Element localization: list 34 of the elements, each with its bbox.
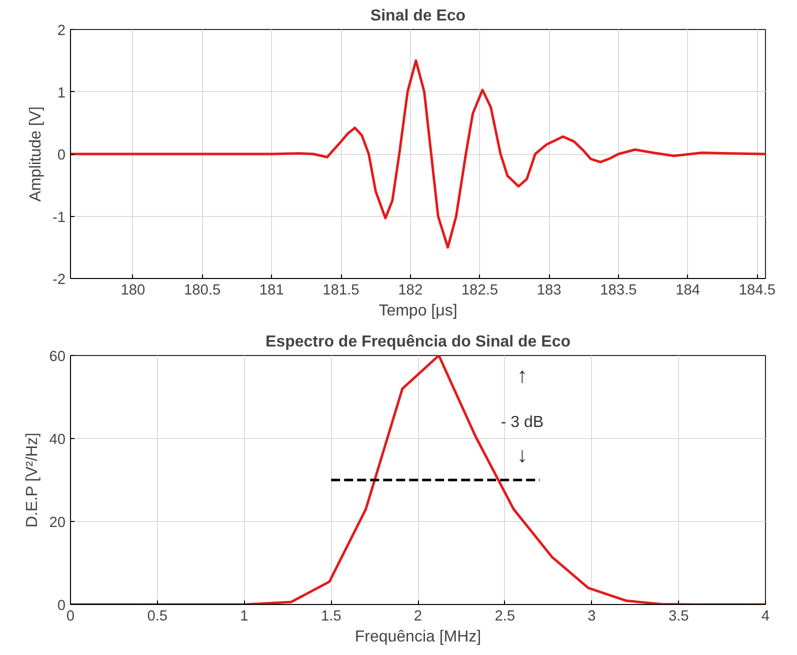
line-series	[70, 59, 766, 249]
x-tick-label: 180	[120, 282, 146, 298]
x-tick-label: 3.5	[668, 608, 689, 624]
x-tick-label: 184	[676, 282, 700, 298]
y-tick-label: 60	[49, 349, 66, 365]
x-tick-label: 182.5	[461, 282, 498, 298]
x-axis-title: Frequência [MHz]	[354, 628, 482, 646]
y-tick-label: 40	[49, 432, 66, 448]
y-axis-title: Amplitude [V]	[27, 106, 44, 202]
x-tick-label: 4	[761, 608, 770, 624]
y-tick-label: 1	[57, 85, 66, 102]
x-tick-label: 2.5	[494, 608, 516, 624]
x-tick-label: 0.5	[147, 608, 168, 624]
x-tick-label: 184.5	[738, 282, 776, 298]
x-tick-label: 1	[240, 608, 248, 624]
y-tick-label: 20	[49, 515, 66, 531]
x-tick-label: 2	[414, 608, 422, 624]
chart-title: Sinal de Eco	[370, 8, 466, 24]
x-tick-label: 182	[398, 282, 423, 298]
x-tick-label: 183	[536, 282, 562, 298]
x-tick-label: 180.5	[184, 282, 221, 298]
x-tick-label: 181	[259, 282, 284, 298]
x-axis-title: Tempo [μs]	[378, 302, 458, 320]
x-tick-label: 1.5	[320, 608, 342, 624]
y-tick-label: 2	[57, 23, 66, 39]
chart-title: Espectro de Frequência do Sinal de Eco	[266, 334, 571, 350]
y-tick-label: 0	[57, 598, 66, 614]
x-tick-label: 183.5	[600, 282, 637, 298]
y-tick-label: -1	[52, 210, 66, 226]
y-tick-label: -2	[52, 272, 66, 288]
x-tick-label: 181.5	[322, 282, 360, 298]
y-axis-title: D.E.P [V²/Hz]	[24, 432, 42, 528]
x-tick-label: 3	[588, 608, 596, 624]
y-tick-label: 0	[57, 148, 66, 164]
